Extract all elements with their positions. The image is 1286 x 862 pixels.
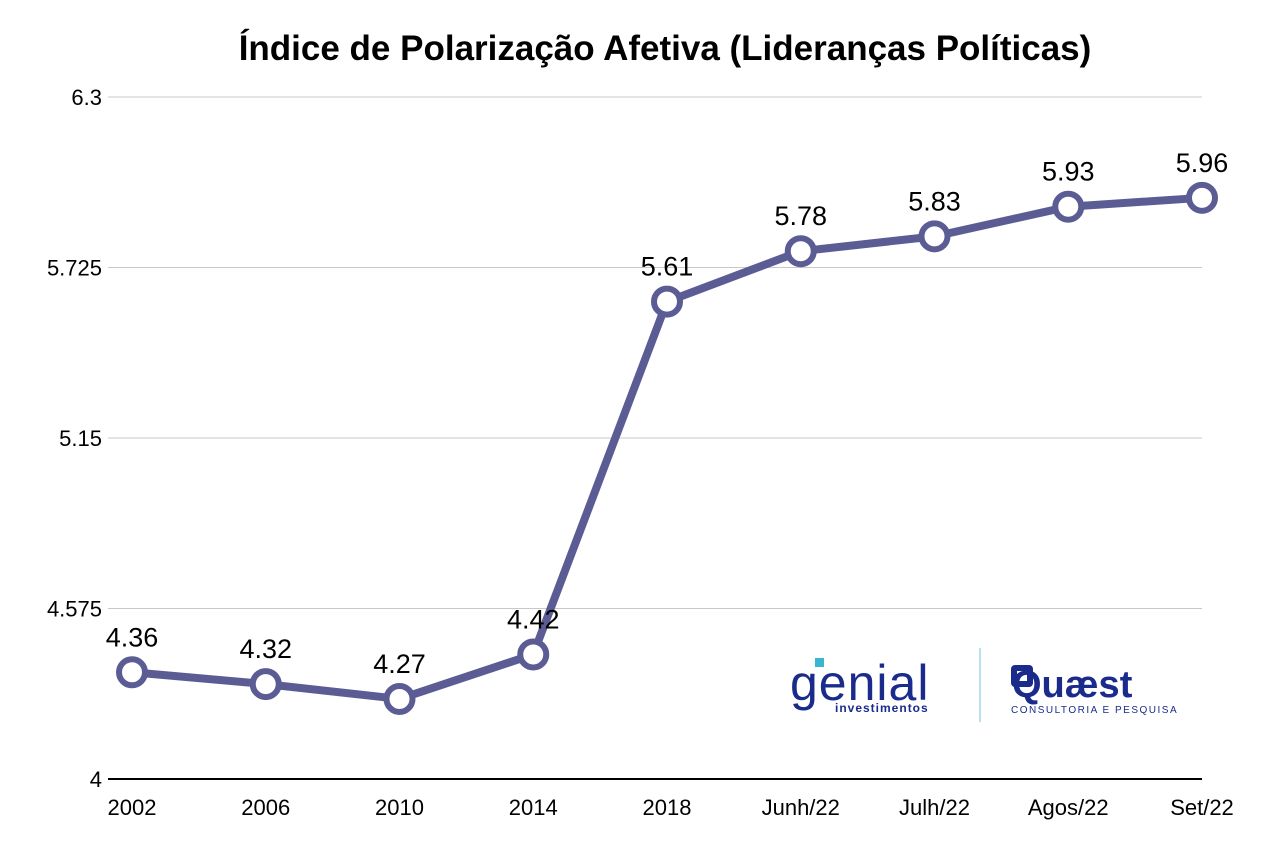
x-tick-label: 2014 xyxy=(509,795,558,820)
data-label: 4.42 xyxy=(507,604,560,634)
data-label: 5.96 xyxy=(1176,148,1229,178)
y-tick-label: 5.15 xyxy=(59,426,102,451)
data-label: 4.27 xyxy=(373,649,426,679)
data-label: 5.83 xyxy=(908,186,961,216)
x-tick-label: Junh/22 xyxy=(762,795,840,820)
x-tick-label: 2018 xyxy=(643,795,692,820)
x-axis-tick-labels: 2002 2006 2010 2014 2018 Junh/22 Julh/22 Agos/2… xyxy=(108,795,1234,820)
y-tick-label: 6.3 xyxy=(71,85,102,110)
x-tick-label: 2010 xyxy=(375,795,424,820)
gridlines xyxy=(108,96,1202,780)
data-series xyxy=(116,181,1218,715)
data-label: 5.93 xyxy=(1042,157,1095,187)
data-label: 5.78 xyxy=(774,201,827,231)
quaest-logo: Quæst CONSULTORIA E PESQUISA xyxy=(1011,664,1178,716)
quaest-logo-wordmark: Quæst xyxy=(1012,664,1133,706)
data-point xyxy=(383,682,416,715)
data-point xyxy=(517,638,550,671)
data-label: 4.32 xyxy=(239,634,292,664)
y-tick-label: 4.575 xyxy=(47,597,102,622)
y-tick-label: 5.725 xyxy=(47,256,102,281)
data-point xyxy=(116,656,148,689)
genial-logo-subtitle: investimentos xyxy=(835,701,929,715)
x-tick-label: 2006 xyxy=(241,795,290,820)
data-label: 5.61 xyxy=(641,252,694,282)
data-label: 4.36 xyxy=(106,622,159,652)
chart-title: Índice de Polarização Afetiva (Liderança… xyxy=(239,28,1092,68)
data-point xyxy=(1186,181,1218,214)
y-axis-tick-labels: 4 4.575 5.15 5.725 6.3 xyxy=(47,85,102,792)
x-tick-label: Agos/22 xyxy=(1028,795,1109,820)
genial-logo-accent xyxy=(815,658,824,667)
data-point xyxy=(1052,190,1085,223)
genial-logo-wordmark: genial xyxy=(790,655,929,711)
y-tick-label: 4 xyxy=(90,767,102,792)
genial-logo: genial investimentos xyxy=(790,655,929,715)
data-point xyxy=(651,285,683,318)
quaest-logo-subtitle: CONSULTORIA E PESQUISA xyxy=(1011,705,1178,716)
data-point xyxy=(784,235,817,268)
data-point xyxy=(249,668,282,701)
x-tick-label: 2002 xyxy=(108,795,157,820)
data-point xyxy=(918,220,951,253)
quaest-logo-mark-inner xyxy=(1017,671,1027,681)
x-tick-label: Julh/22 xyxy=(899,795,970,820)
x-tick-label: Set/22 xyxy=(1170,795,1234,820)
data-labels: 4.36 4.32 4.27 4.42 5.61 5.78 5.83 5.93 5.96 xyxy=(106,148,1229,679)
